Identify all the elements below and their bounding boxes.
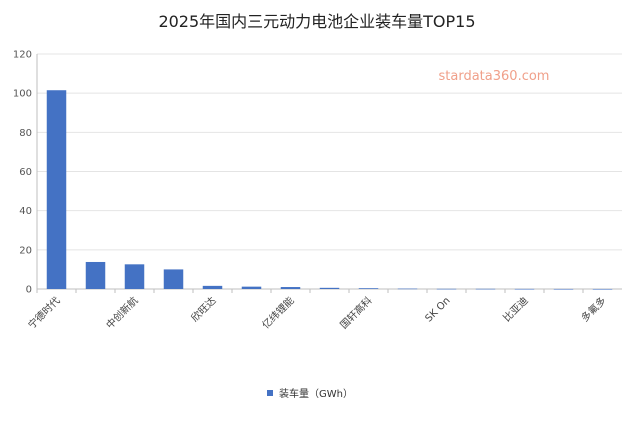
chart-title: 2025年国内三元动力电池企业装车量TOP15 [158, 12, 475, 31]
legend-swatch [267, 390, 273, 396]
bar-孚能科技[interactable]: 孚能科技: 0.1 [475, 288, 496, 290]
bars: 宁德时代: 101.5 时代上汽: 13.8 中创新航: 12.6 时代一汽: 10 欣… [46, 90, 613, 290]
y-tick-label: 0 [26, 285, 32, 296]
bar-正力新能[interactable]: 正力新能: 0.03 [553, 288, 574, 290]
x-tick-label: 欣旺达 [188, 294, 218, 324]
legend[interactable]: 装车量（GWh） [267, 387, 353, 400]
bar-比亚迪[interactable]: 比亚迪: 0.05 [514, 288, 535, 290]
x-axis: 宁德时代 中创新航 欣旺达 亿纬锂能 国轩高科 SK On 比亚迪 多氟多 [25, 294, 608, 331]
y-tick-label: 120 [13, 50, 32, 61]
bar-时代上汽[interactable]: 时代上汽: 13.8 [85, 261, 106, 289]
x-tick-label: 亿纬锂能 [259, 294, 296, 331]
x-tick-label: 多氟多 [578, 294, 608, 324]
y-tick-label: 60 [19, 167, 32, 178]
bar-国轩高科[interactable]: 国轩高科: 0.4 [358, 288, 379, 289]
bar-蜂巢能源[interactable]: 蜂巢能源: 1.2 [241, 286, 262, 289]
y-axis: 0 20 40 60 80 100 120 [13, 50, 32, 296]
bar-多氟多[interactable]: 多氟多: 0.02 [592, 288, 613, 290]
x-tick-label: 比亚迪 [501, 295, 531, 325]
y-tick-label: 100 [13, 89, 32, 100]
bar-瑞浦兰钧[interactable]: 瑞浦兰钧: 0.6 [319, 287, 340, 289]
watermark: stardata360.com [439, 69, 550, 84]
y-tick-label: 20 [19, 245, 32, 256]
x-tick-label: SK On [423, 295, 452, 324]
x-tick-label: 宁德时代 [25, 294, 62, 331]
bar-亿纬锂能[interactable]: 亿纬锂能: 1 [280, 287, 301, 289]
bar-时代一汽[interactable]: 时代一汽: 10 [163, 269, 184, 289]
y-tick-label: 40 [19, 206, 32, 217]
bar-中创新航[interactable]: 中创新航: 12.6 [124, 264, 145, 289]
bar-欣旺达[interactable]: 欣旺达: 1.6 [202, 285, 223, 289]
bar-力神[interactable]: 力神: 0.2 [397, 288, 418, 290]
x-tick-label: 国轩高科 [337, 294, 374, 331]
legend-label: 装车量（GWh） [279, 387, 353, 400]
x-tick-label: 中创新航 [103, 294, 140, 331]
grid [36, 53, 622, 293]
bar-SK On[interactable]: SK On: 0.1 [436, 288, 457, 290]
y-tick-label: 80 [19, 128, 32, 139]
bar-宁德时代[interactable]: 宁德时代: 101.5 [46, 90, 67, 290]
